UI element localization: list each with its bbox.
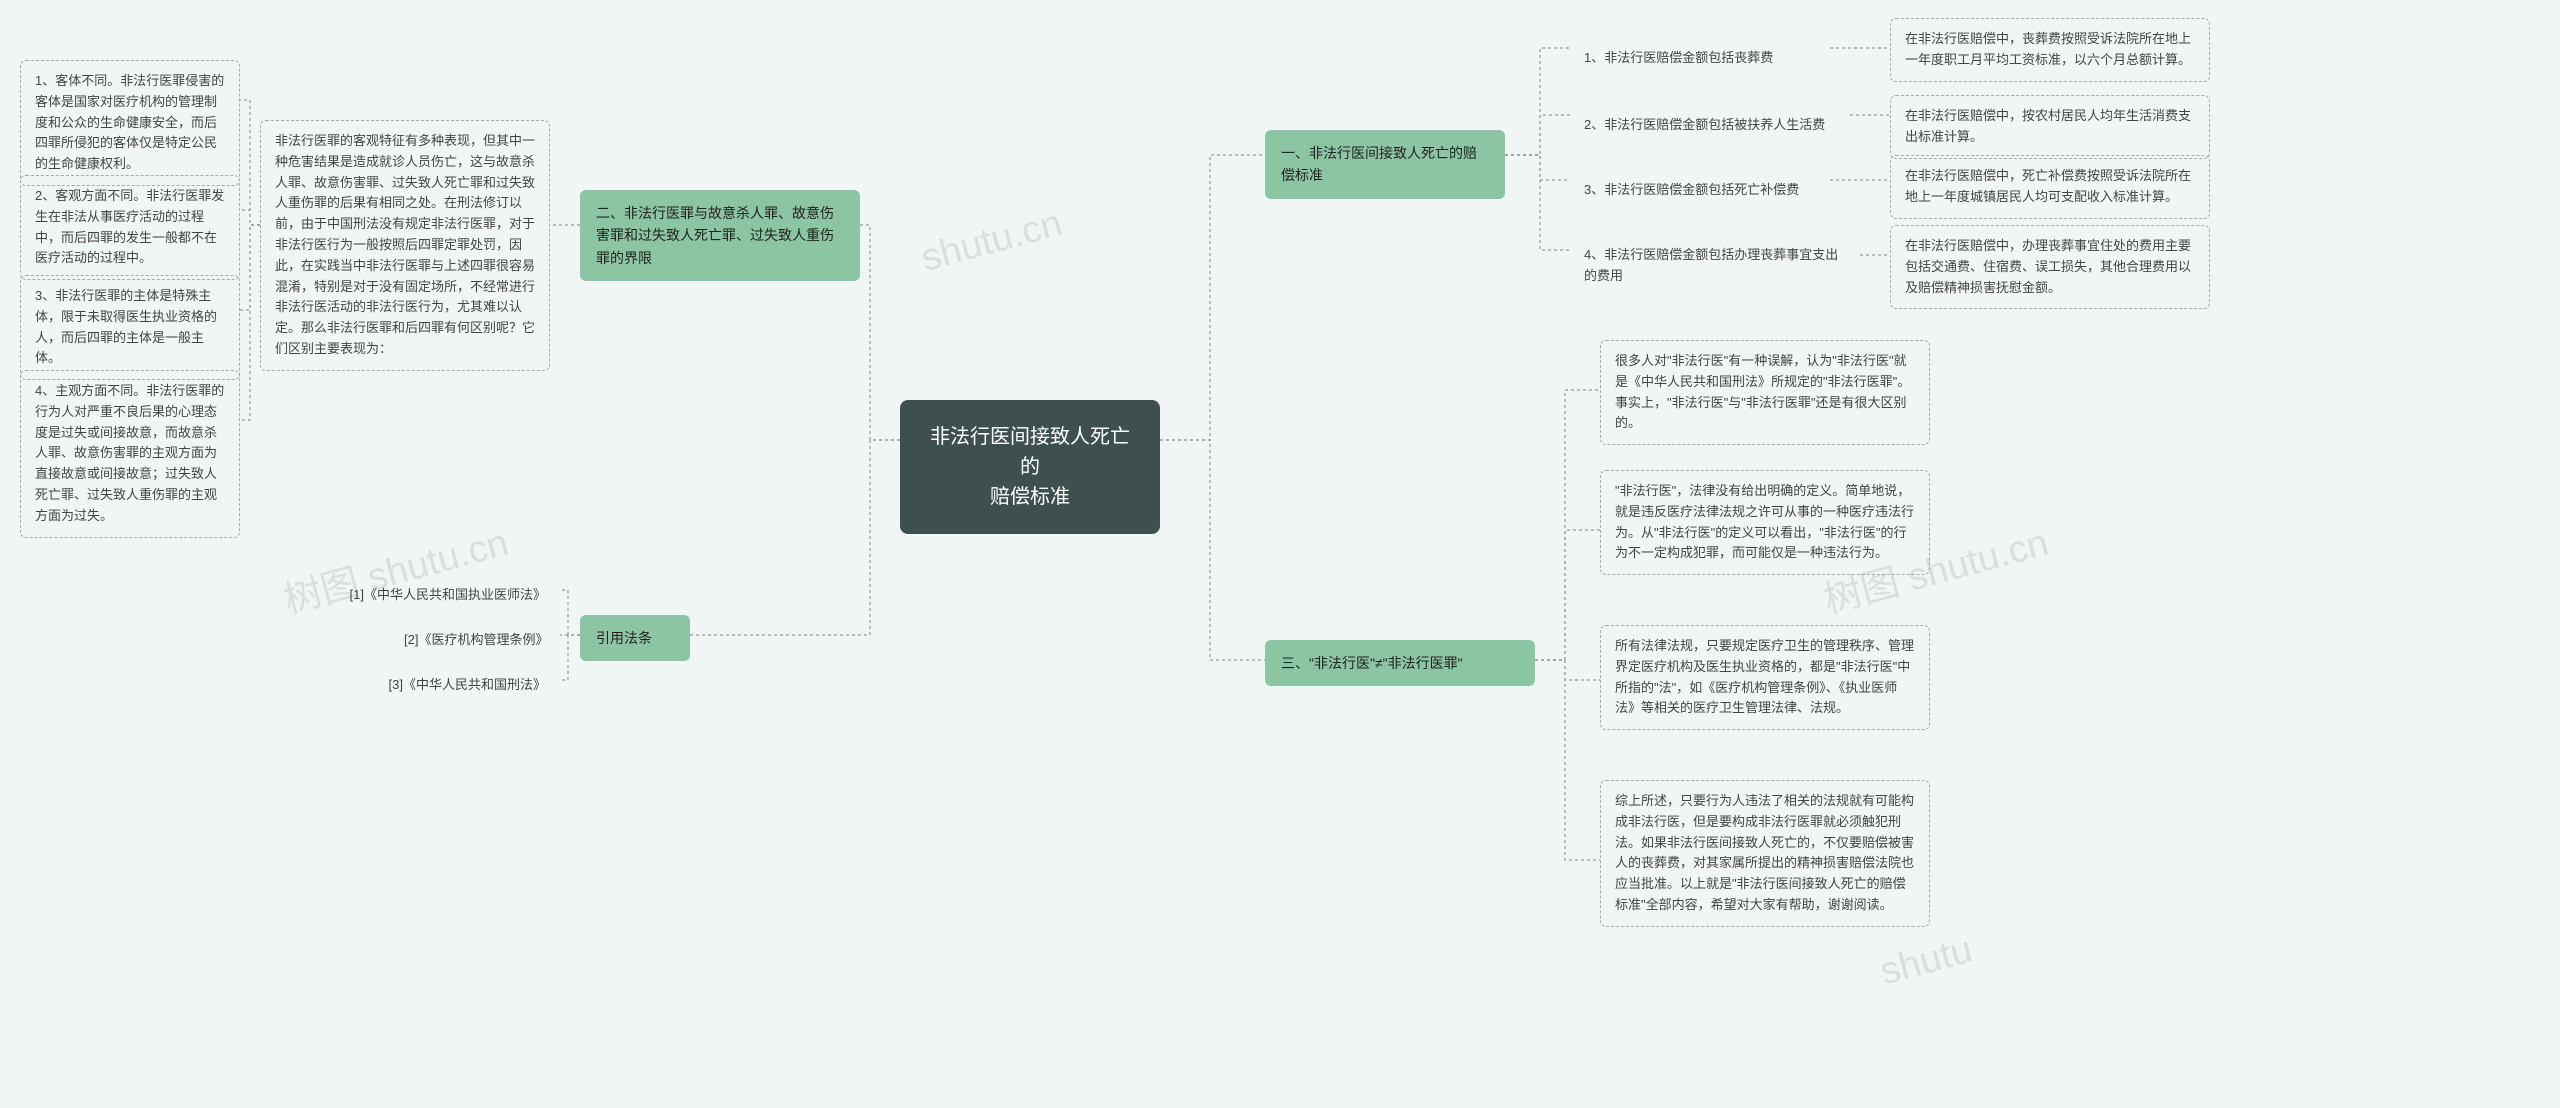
s3-item-2: "非法行医"，法律没有给出明确的定义。简单地说，就是违反医疗法律法规之许可从事的…: [1600, 470, 1930, 575]
s2-intro: 非法行医罪的客观特征有多种表现，但其中一种危害结果是造成就诊人员伤亡，这与故意杀…: [260, 120, 550, 371]
branch-label: 二、非法行医罪与故意杀人罪、故意伤害罪和过失致人死亡罪、过失致人重伤罪的界限: [596, 205, 834, 266]
branch-label: 三、"非法行医"≠"非法行医罪": [1281, 655, 1463, 671]
branch-label: 引用法条: [596, 630, 652, 646]
s1-item-3-label: 3、非法行医赔偿金额包括死亡补偿费: [1570, 170, 1830, 211]
s2-item-1: 1、客体不同。非法行医罪侵害的客体是国家对医疗机构的管理制度和公众的生命健康安全…: [20, 60, 240, 186]
s3-item-4: 综上所述，只要行为人违法了相关的法规就有可能构成非法行医，但是要构成非法行医罪就…: [1600, 780, 1930, 927]
watermark: shutu.cn: [917, 202, 1067, 281]
ref-item-1: [1]《中华人民共和国执业医师法》: [330, 575, 560, 616]
s1-item-1-label: 1、非法行医赔偿金额包括丧葬费: [1570, 38, 1830, 79]
s2-item-2: 2、客观方面不同。非法行医罪发生在非法从事医疗活动的过程中，而后四罪的发生一般都…: [20, 175, 240, 280]
s1-item-3-detail: 在非法行医赔偿中，死亡补偿费按照受诉法院所在地上一年度城镇居民人均可支配收入标准…: [1890, 155, 2210, 219]
branch-section-1: 一、非法行医间接致人死亡的赔偿标准: [1265, 130, 1505, 199]
s1-item-1-detail: 在非法行医赔偿中，丧葬费按照受诉法院所在地上一年度职工月平均工资标准，以六个月总…: [1890, 18, 2210, 82]
branch-section-2: 二、非法行医罪与故意杀人罪、故意伤害罪和过失致人死亡罪、过失致人重伤罪的界限: [580, 190, 860, 281]
s3-item-3: 所有法律法规，只要规定医疗卫生的管理秩序、管理界定医疗机构及医生执业资格的，都是…: [1600, 625, 1930, 730]
s1-item-4-detail: 在非法行医赔偿中，办理丧葬事宜住处的费用主要包括交通费、住宿费、误工损失，其他合…: [1890, 225, 2210, 309]
s1-item-4-label: 4、非法行医赔偿金额包括办理丧葬事宜支出的费用: [1570, 235, 1860, 297]
ref-item-2: [2]《医疗机构管理条例》: [390, 620, 560, 661]
s1-item-2-detail: 在非法行医赔偿中，按农村居民人均年生活消费支出标准计算。: [1890, 95, 2210, 159]
s1-item-2-label: 2、非法行医赔偿金额包括被扶养人生活费: [1570, 105, 1850, 146]
s2-item-4: 4、主观方面不同。非法行医罪的行为人对严重不良后果的心理态度是过失或间接故意，而…: [20, 370, 240, 538]
mindmap-root: 非法行医间接致人死亡的 赔偿标准: [900, 400, 1160, 534]
ref-item-3: [3]《中华人民共和国刑法》: [360, 665, 560, 706]
s3-item-1: 很多人对"非法行医"有一种误解，认为"非法行医"就是《中华人民共和国刑法》所规定…: [1600, 340, 1930, 445]
branch-label: 一、非法行医间接致人死亡的赔偿标准: [1281, 145, 1477, 183]
root-title: 非法行医间接致人死亡的 赔偿标准: [930, 426, 1130, 508]
branch-section-3: 三、"非法行医"≠"非法行医罪": [1265, 640, 1535, 686]
branch-references: 引用法条: [580, 615, 690, 661]
watermark: shutu: [1876, 929, 1977, 995]
s2-item-3: 3、非法行医罪的主体是特殊主体，限于未取得医生执业资格的人，而后四罪的主体是一般…: [20, 275, 240, 380]
